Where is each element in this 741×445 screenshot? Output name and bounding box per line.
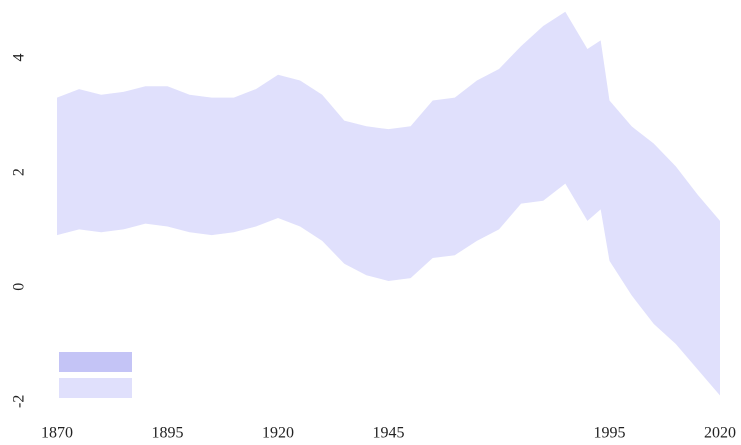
- x-tick-label: 1895: [152, 425, 184, 442]
- y-tick-label: 4: [11, 54, 28, 62]
- y-tick-label: 2: [11, 168, 28, 176]
- range-band: [57, 11, 720, 396]
- x-tick-label: 2020: [704, 425, 736, 442]
- legend-swatch: [59, 352, 132, 372]
- x-tick-label: 1945: [373, 425, 405, 442]
- legend-swatch: [59, 378, 132, 398]
- y-tick-label: -2: [11, 395, 28, 408]
- x-tick-label: 1995: [594, 425, 626, 442]
- x-tick-label: 1920: [262, 425, 294, 442]
- y-tick-label: 0: [11, 283, 28, 291]
- x-tick-label: 1870: [41, 425, 73, 442]
